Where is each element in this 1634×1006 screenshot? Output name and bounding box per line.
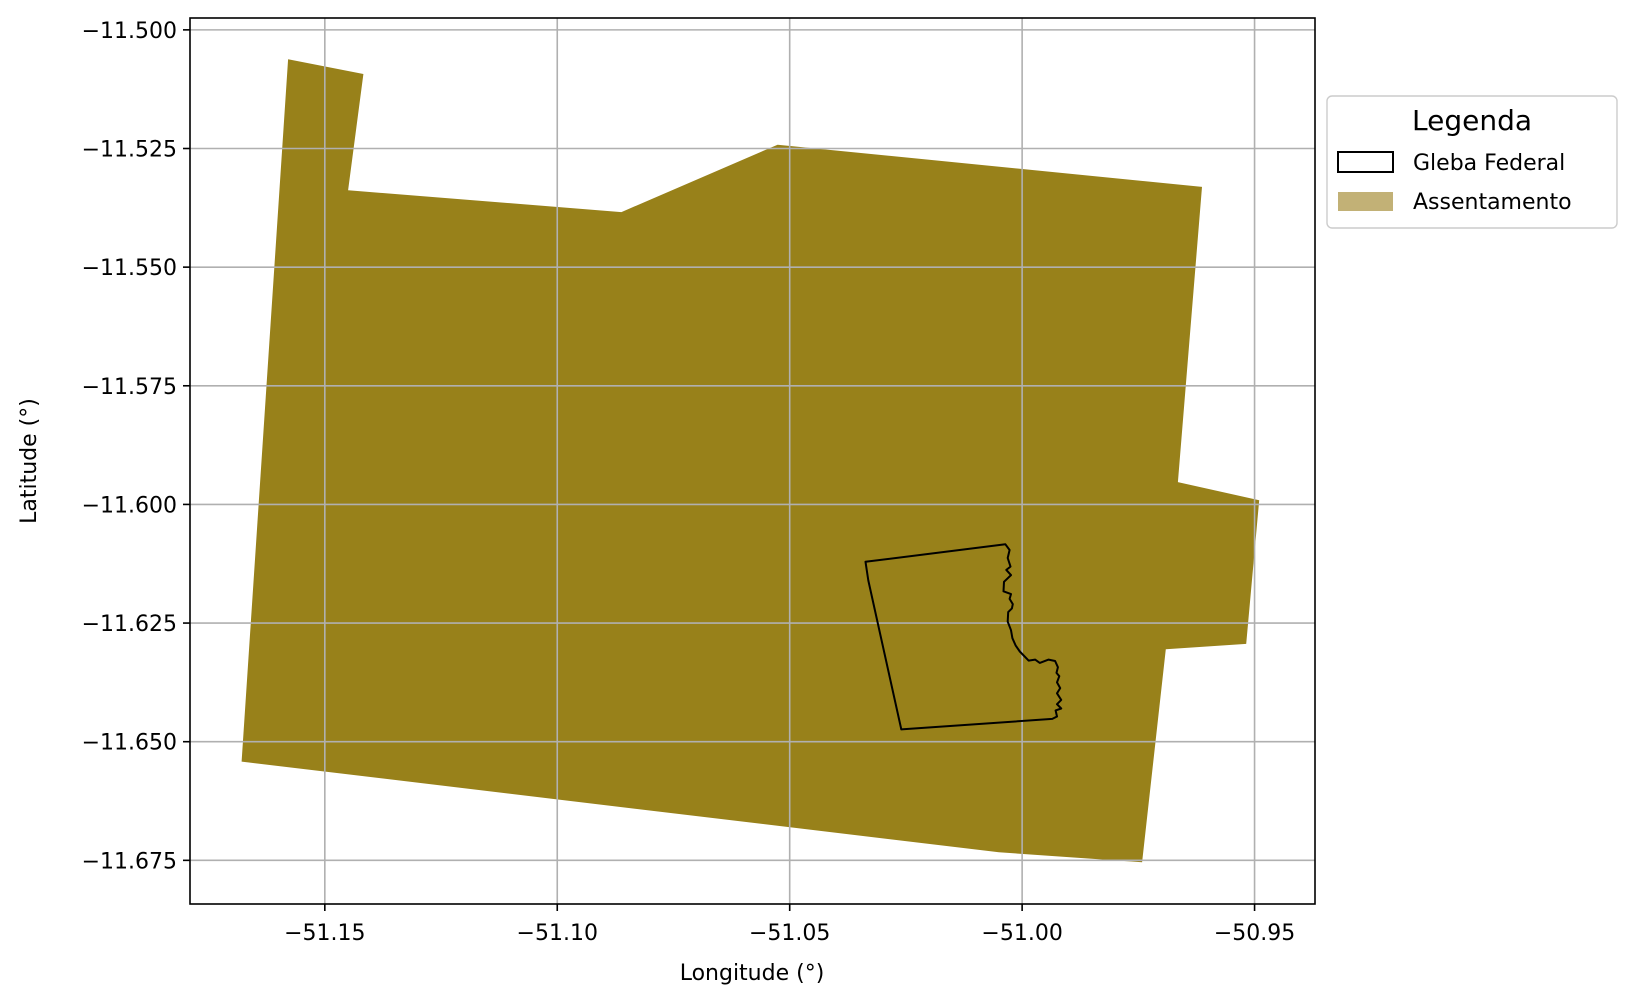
x-tick-label: −51.05 — [749, 921, 830, 946]
x-tick-label: −50.95 — [1214, 921, 1295, 946]
y-tick-label: −11.575 — [82, 375, 177, 400]
y-tick-label: −11.525 — [82, 138, 177, 163]
legend: Legenda Gleba Federal Assentamento — [1326, 95, 1618, 229]
x-tick-label: −51.15 — [284, 921, 365, 946]
gleba-federal-polygon — [864, 543, 1063, 731]
plot-frame — [189, 17, 1316, 905]
y-tick-label: −11.550 — [82, 256, 177, 281]
x-axis-label: Longitude (°) — [680, 961, 825, 986]
gleba-federal-layer — [864, 543, 1063, 731]
map-plot-area — [189, 17, 1316, 905]
x-tick-label: −51.10 — [517, 921, 598, 946]
y-tick-label: −11.500 — [82, 19, 177, 44]
x-axis-ticks: −51.15 −51.10 −51.05 −51.00 −50.95 — [284, 904, 1295, 946]
legend-box — [1326, 95, 1618, 229]
y-axis-label: Latitude (°) — [17, 398, 42, 524]
assentamento-polygon — [241, 59, 1260, 863]
gridlines — [190, 18, 1315, 904]
y-tick-label: −11.600 — [82, 493, 177, 518]
y-axis-ticks: −11.500 −11.525 −11.550 −11.575 −11.600 −11.6… — [82, 19, 190, 874]
y-tick-label: −11.625 — [82, 612, 177, 637]
x-tick-label: −51.00 — [981, 921, 1062, 946]
legend-swatch-gleba-federal — [1337, 151, 1394, 173]
legend-label-assentamento: Assentamento — [1413, 190, 1572, 215]
assentamento-layer — [241, 59, 1260, 863]
y-tick-label: −11.650 — [82, 731, 177, 756]
legend-title: Legenda — [1412, 104, 1532, 137]
legend-swatch-assentamento — [1338, 192, 1393, 211]
legend-label-gleba-federal: Gleba Federal — [1413, 151, 1565, 176]
y-tick-label: −11.675 — [82, 849, 177, 874]
